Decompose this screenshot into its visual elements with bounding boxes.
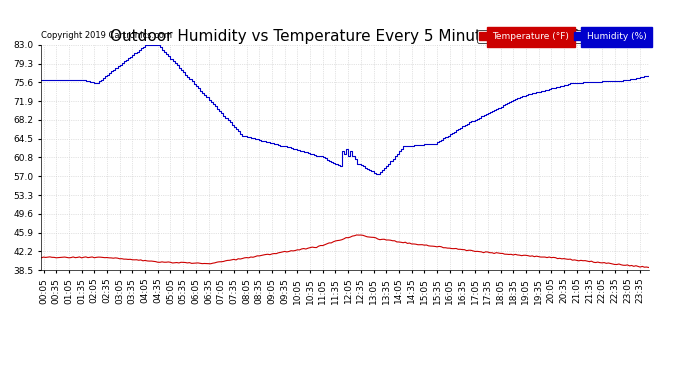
Legend: Temperature (°F), Humidity (%): Temperature (°F), Humidity (%) <box>477 30 649 43</box>
Title: Outdoor Humidity vs Temperature Every 5 Minutes 20191013: Outdoor Humidity vs Temperature Every 5 … <box>110 29 580 44</box>
Text: Copyright 2019 Cartronics.com: Copyright 2019 Cartronics.com <box>41 32 172 40</box>
